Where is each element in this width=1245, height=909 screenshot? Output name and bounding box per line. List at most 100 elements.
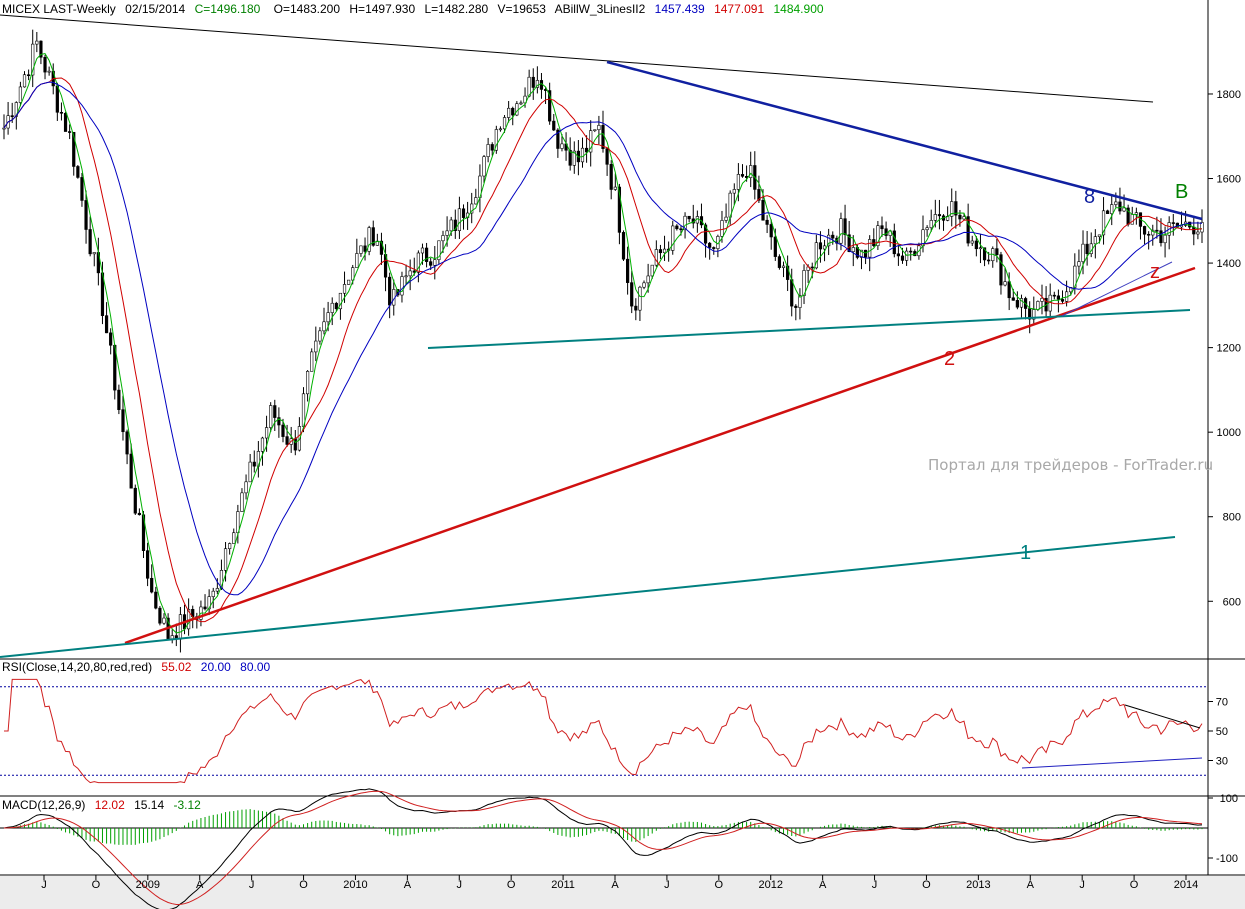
candle-body <box>215 588 219 592</box>
candle-body <box>1106 210 1110 214</box>
trendline-teal-mid <box>427 309 1191 349</box>
candle-body <box>84 200 88 230</box>
candle-body <box>1040 297 1044 302</box>
candle-body <box>630 282 634 307</box>
candle-body <box>1159 230 1163 244</box>
x-tick-label: A <box>196 879 204 891</box>
candle-body <box>802 270 806 296</box>
candle-body <box>39 40 43 58</box>
trendline-thin-blue <box>1061 261 1173 317</box>
trendline-top-black <box>0 14 1154 103</box>
candle-body <box>55 85 59 113</box>
header-high: H=1497.930 <box>349 2 415 16</box>
trendlines <box>0 14 1203 658</box>
candle-body <box>732 189 736 194</box>
y-tick-label: 1400 <box>1217 258 1241 270</box>
x-tick-label: O <box>1130 879 1139 891</box>
candle-body <box>1085 243 1089 254</box>
candle-body <box>773 236 777 257</box>
candle-body <box>404 275 408 278</box>
rsi-low-level: 20.00 <box>201 660 231 674</box>
candle-body <box>88 229 92 255</box>
candle-body <box>609 164 613 190</box>
candle-body <box>1114 201 1118 205</box>
x-tick-label: O <box>92 879 101 891</box>
rsi-tick-label: 70 <box>1216 697 1228 709</box>
candle-body <box>445 230 449 236</box>
candle-body <box>322 321 326 332</box>
x-axis-strip <box>0 876 1245 909</box>
candle-body <box>133 487 137 514</box>
candle-body <box>794 305 798 308</box>
x-tick-label: 2011 <box>551 879 575 891</box>
candle-body <box>1101 210 1106 236</box>
candle-body <box>330 302 334 313</box>
candle-body <box>552 120 556 131</box>
candle-body <box>1097 234 1102 237</box>
candle-body <box>777 256 782 268</box>
candle-body <box>248 461 252 483</box>
candle-body <box>1056 295 1061 300</box>
candle-body <box>68 131 72 133</box>
candle-body <box>27 74 31 77</box>
candle-body <box>580 147 585 163</box>
candle-body <box>145 550 150 579</box>
candle-body <box>326 312 330 323</box>
candle-body <box>1171 222 1175 224</box>
candle-body <box>1032 309 1036 320</box>
candle-body <box>909 250 913 253</box>
candle-body <box>1003 281 1007 286</box>
x-tick-label: O <box>507 879 516 891</box>
candle-body <box>342 284 347 294</box>
sma-fast-line <box>3 53 1203 634</box>
macd-signal-line <box>3 790 1203 906</box>
wave-label-b: B <box>1175 181 1188 203</box>
rsi-label: RSI(Close,14,20,80,red,red) <box>2 660 152 674</box>
sma-slow-line <box>3 81 1203 596</box>
candle-body <box>137 512 141 516</box>
y-tick-label: 600 <box>1223 596 1241 608</box>
header-open: O=1483.200 <box>274 2 341 16</box>
candle-body <box>626 258 630 283</box>
wave-label-8: 8 <box>1084 186 1095 208</box>
candle-body <box>962 216 966 220</box>
macd-y-ticks: -100 100 <box>1208 793 1238 865</box>
candle-body <box>859 249 864 258</box>
x-tick-label: 2010 <box>343 879 367 891</box>
x-tick-label: 2013 <box>966 879 990 891</box>
rsi-pane <box>0 678 1208 784</box>
candle-body <box>548 90 552 122</box>
candle-body <box>310 351 314 372</box>
candle-body <box>429 261 433 266</box>
candle-body <box>1019 298 1024 308</box>
candle-body <box>31 43 35 76</box>
candle-body <box>781 265 786 268</box>
y-tick-label: 1200 <box>1217 343 1241 355</box>
candle-body <box>47 70 51 73</box>
header-date: 02/15/2014 <box>125 2 185 16</box>
candle-body <box>535 80 539 88</box>
header-indicator: ABillW_3LinesII2 <box>555 2 646 16</box>
candle-body <box>634 305 638 311</box>
candle-body <box>937 214 942 217</box>
rsi-y-ticks: 30 50 70 <box>1208 697 1228 768</box>
candle-body <box>470 203 474 214</box>
y-tick-label: 1800 <box>1217 89 1241 101</box>
x-tick-label: J <box>249 879 255 891</box>
candle-body <box>1118 201 1122 212</box>
candle-body <box>642 282 646 288</box>
price-candles <box>2 29 1204 653</box>
macd-tick-label: -100 <box>1216 853 1238 865</box>
candle-body <box>982 247 987 261</box>
candle-body <box>1192 226 1196 235</box>
x-tick-label: O <box>922 879 931 891</box>
candle-body <box>162 617 166 624</box>
candle-body <box>814 242 818 269</box>
candle-body <box>486 144 490 157</box>
candle-body <box>59 111 64 114</box>
candle-body <box>613 186 617 190</box>
rsi-line <box>4 678 1203 784</box>
candle-body <box>72 131 76 167</box>
candle-body <box>810 266 814 269</box>
